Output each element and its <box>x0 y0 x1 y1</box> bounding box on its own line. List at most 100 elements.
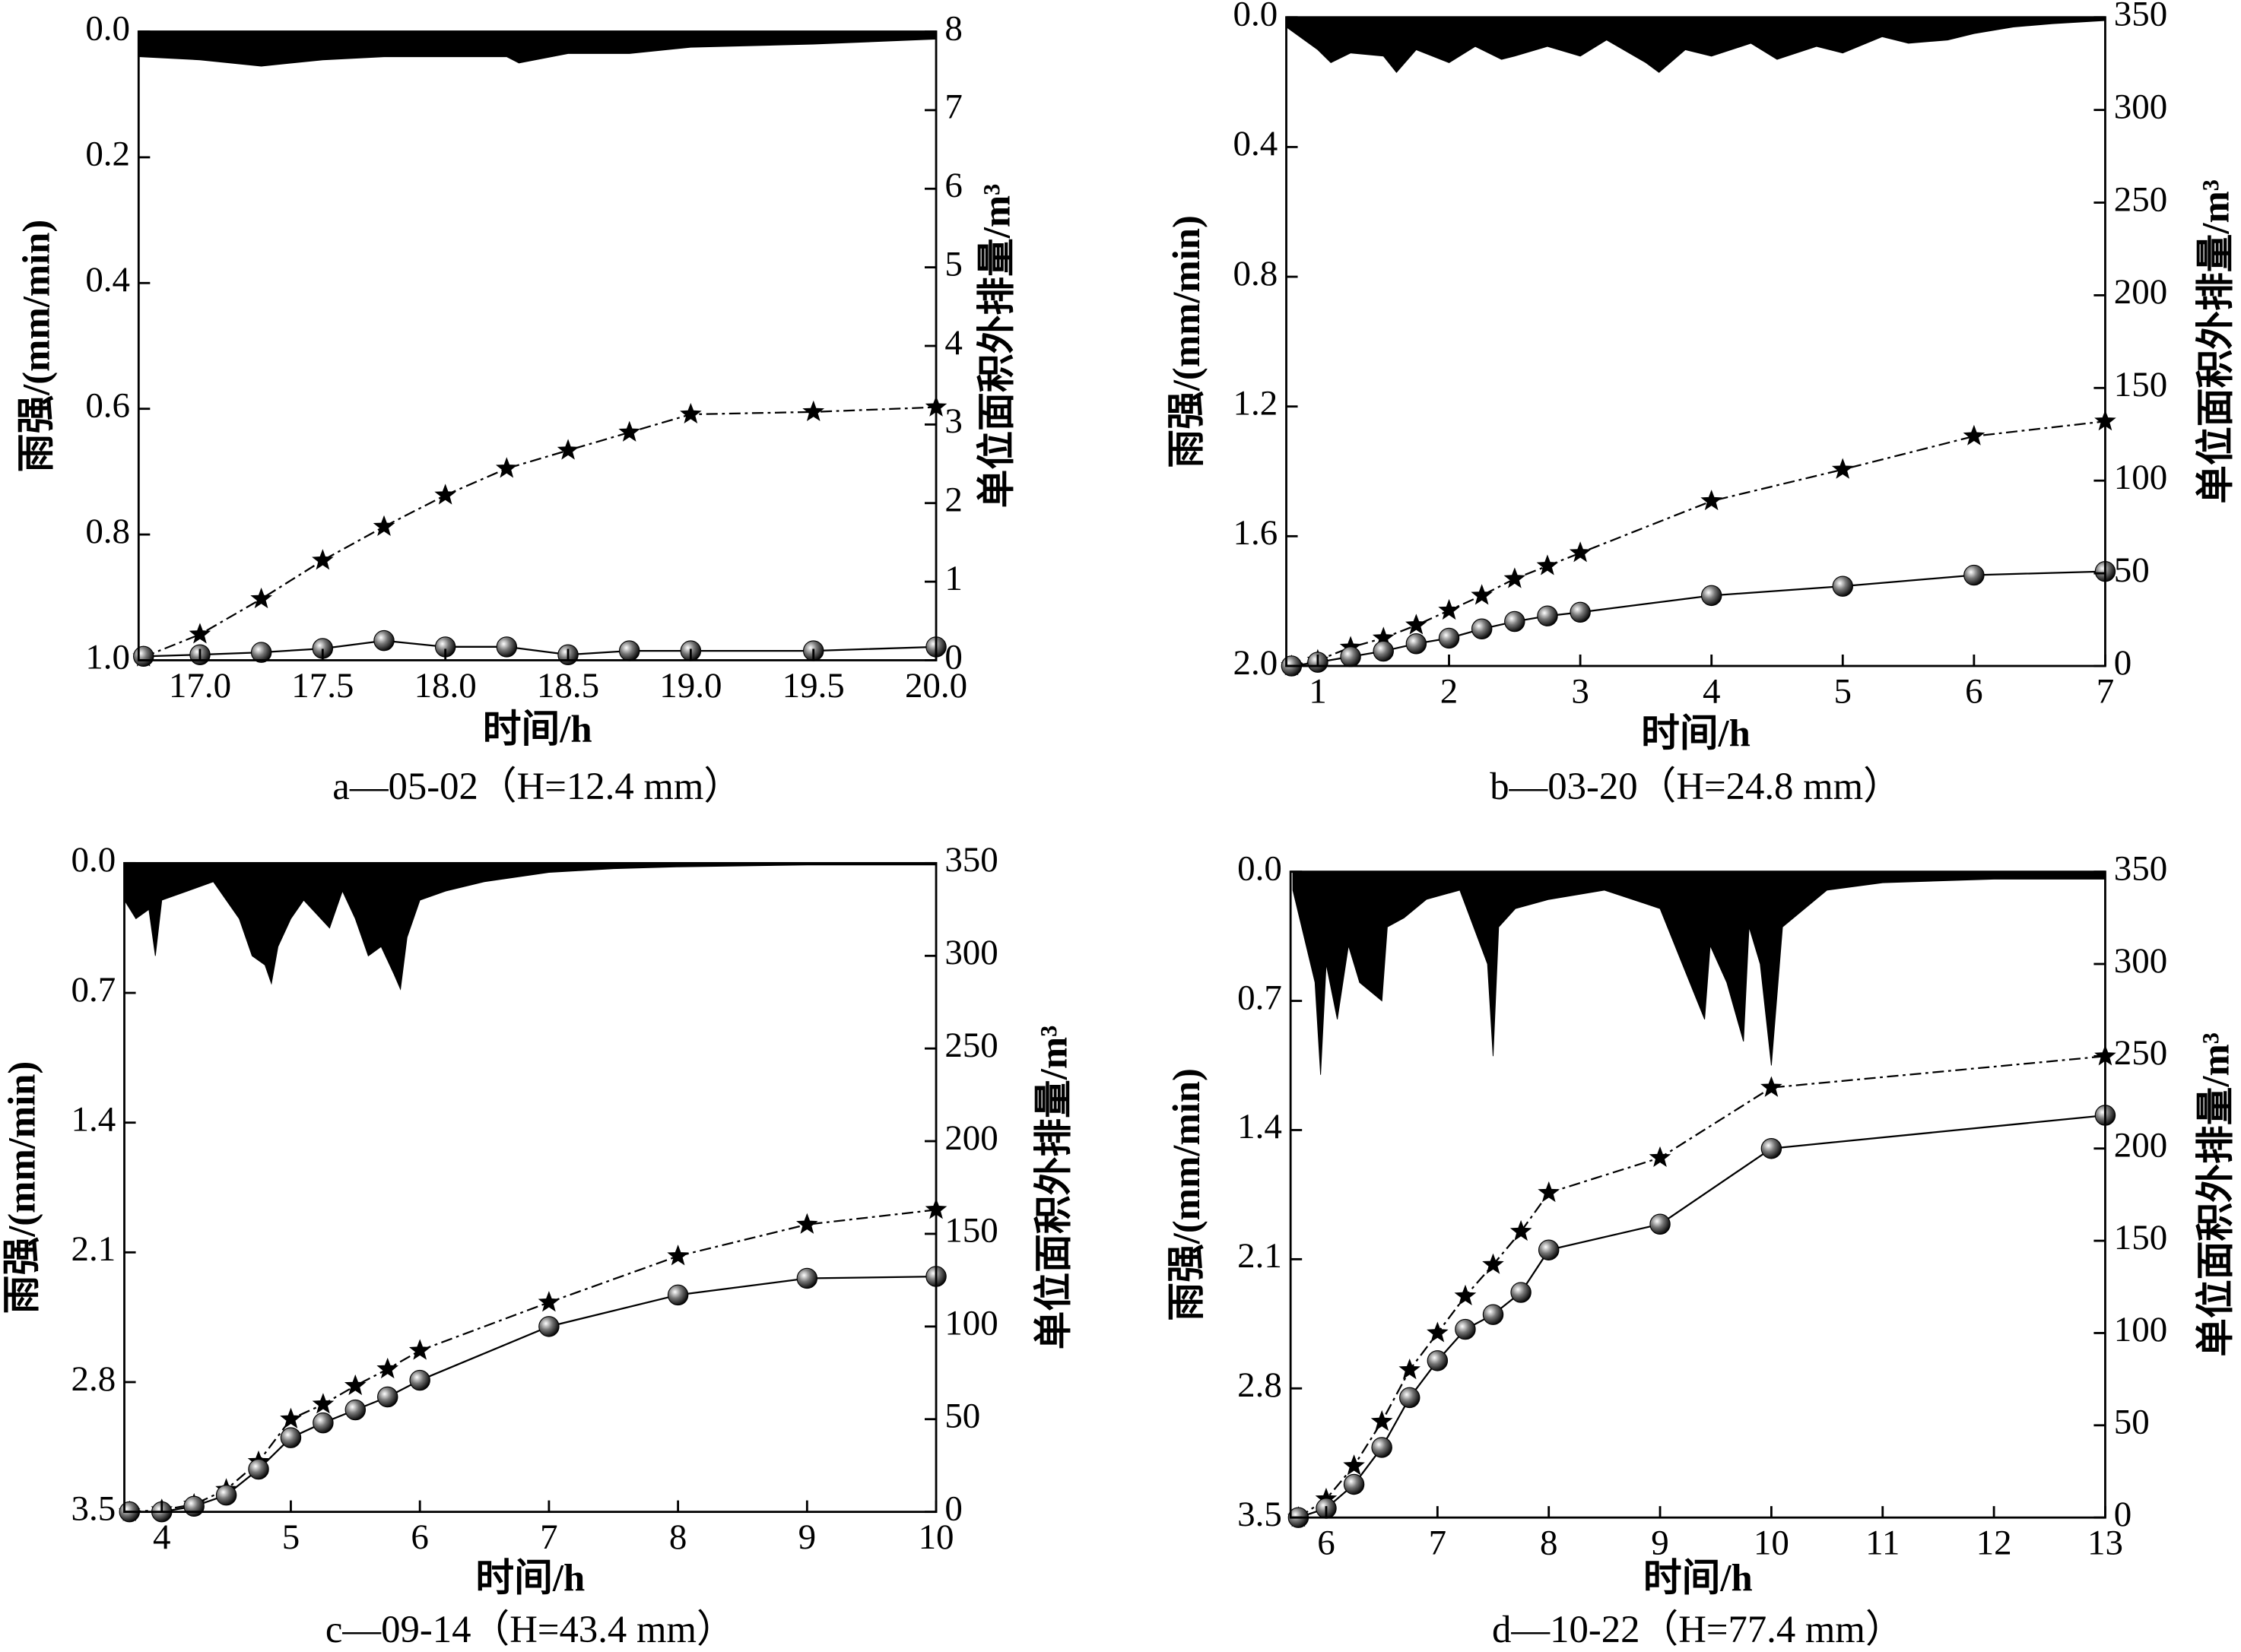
star-marker <box>796 1213 818 1234</box>
sphere-marker <box>1399 1387 1420 1409</box>
y-tick-label: 0.8 <box>85 512 130 551</box>
star-marker <box>1372 626 1395 648</box>
caption: a—05-02（H=12.4 mm） <box>332 765 742 807</box>
caption: c—09-14（H=43.4 mm） <box>325 1608 735 1650</box>
sphere-marker <box>1340 646 1361 667</box>
sphere-marker <box>1405 633 1427 655</box>
series-line <box>1291 420 2106 667</box>
sphere-marker <box>250 642 272 663</box>
sphere-marker <box>1570 601 1591 623</box>
y2-tick-label: 350 <box>2114 0 2167 34</box>
y2-tick-label: 6 <box>944 166 962 205</box>
y-tick-label: 0.0 <box>85 8 130 48</box>
star-marker <box>1405 614 1427 635</box>
sphere-marker <box>1373 640 1394 662</box>
y2-tick-label: 1 <box>944 559 962 598</box>
x-tick-label: 9 <box>1651 1524 1668 1563</box>
y-tick-label: 1.2 <box>1233 383 1278 423</box>
y-tick-label: 0.7 <box>71 970 116 1010</box>
y-axis-label: 雨强/(mm/min) <box>14 220 57 473</box>
y2-tick-label: 50 <box>944 1397 980 1436</box>
y2-tick-label: 8 <box>944 8 962 48</box>
sphere-marker <box>133 645 154 667</box>
y2-tick-label: 300 <box>2114 87 2167 126</box>
star-marker <box>1427 1321 1449 1343</box>
star-marker <box>1569 541 1592 563</box>
y2-tick-label: 150 <box>2114 1218 2167 1257</box>
y-tick-label: 2.1 <box>71 1229 116 1269</box>
caption: d—10-22（H=77.4 mm） <box>1492 1608 1904 1650</box>
sphere-marker <box>409 1369 430 1391</box>
sphere-marker <box>1482 1304 1504 1325</box>
plot-frame <box>1285 16 2106 667</box>
star-marker <box>680 402 702 424</box>
plot-frame <box>1289 870 2106 1519</box>
y2-tick-label: 300 <box>2114 941 2167 981</box>
x-tick-label: 8 <box>1540 1524 1557 1563</box>
sphere-marker <box>1832 576 1854 597</box>
y2-tick-label: 100 <box>944 1304 998 1343</box>
star-marker <box>1454 1284 1477 1306</box>
star-marker <box>1471 584 1493 605</box>
sphere-marker <box>1427 1350 1449 1371</box>
star-marker <box>557 439 579 460</box>
y-tick-label: 0.7 <box>1237 978 1282 1017</box>
x-tick-label: 7 <box>540 1517 557 1557</box>
y-axis-label: 雨强/(mm/min) <box>0 1061 43 1314</box>
x-tick-label: 18.0 <box>414 666 477 706</box>
y-tick-label: 0.2 <box>85 135 130 174</box>
sphere-marker <box>1760 1138 1782 1159</box>
caption: b—03-20（H=24.8 mm） <box>1490 765 1902 807</box>
x-tick-label: 10 <box>1754 1524 1789 1563</box>
sphere-marker <box>373 629 395 652</box>
star-marker <box>1760 1076 1782 1097</box>
y2-axis-label: 单位面积外排量/m³ <box>1032 1026 1074 1350</box>
y2-tick-label: 4 <box>944 323 962 363</box>
y2-tick-label: 250 <box>2114 179 2167 219</box>
y-tick-label: 2.8 <box>1237 1365 1282 1405</box>
y-tick-label: 0.0 <box>71 840 116 880</box>
y2-tick-label: 350 <box>2114 848 2167 888</box>
sphere-marker <box>248 1458 269 1480</box>
y2-tick-label: 0 <box>944 1489 962 1528</box>
y2-tick-label: 0 <box>2114 1495 2131 1534</box>
x-tick-label: 5 <box>282 1517 300 1557</box>
x-tick-label: 8 <box>669 1517 687 1557</box>
y-axis-label: 雨强/(mm/min) <box>1165 1068 1208 1321</box>
x-axis-label: 时间/h <box>475 1556 585 1599</box>
star-marker <box>538 1291 560 1312</box>
x-tick-label: 6 <box>411 1517 428 1557</box>
sphere-marker <box>1471 618 1493 639</box>
star-marker <box>1700 490 1722 511</box>
x-tick-label: 17.5 <box>291 666 354 706</box>
x-axis-label: 时间/h <box>483 708 592 750</box>
y2-axis-label: 单位面积外排量/m³ <box>2194 179 2236 504</box>
star-marker <box>667 1245 689 1266</box>
x-tick-label: 6 <box>1317 1524 1335 1563</box>
y2-tick-label: 50 <box>2114 550 2150 590</box>
y-tick-label: 1.4 <box>1237 1107 1282 1146</box>
star-marker <box>802 400 825 422</box>
star-marker <box>495 457 518 478</box>
y2-tick-label: 250 <box>944 1026 998 1065</box>
series-line <box>1297 1055 2106 1519</box>
sphere-marker <box>1343 1473 1365 1495</box>
x-axis-label: 时间/h <box>1641 712 1751 755</box>
y2-tick-label: 350 <box>944 840 998 880</box>
sphere-marker <box>1438 627 1460 649</box>
sphere-marker <box>1700 585 1722 607</box>
star-marker <box>189 623 211 644</box>
y-tick-label: 1.0 <box>85 637 130 677</box>
rain-area <box>138 31 937 67</box>
sphere-marker <box>377 1386 398 1408</box>
x-tick-label: 3 <box>1571 671 1589 711</box>
star-marker <box>344 1374 367 1396</box>
sphere-marker <box>1504 610 1525 633</box>
sphere-marker <box>1649 1213 1671 1235</box>
x-tick-label: 5 <box>1834 671 1852 711</box>
star-marker <box>1509 1219 1532 1241</box>
x-tick-label: 12 <box>1976 1524 2012 1563</box>
sphere-marker <box>1510 1282 1532 1303</box>
x-tick-label: 13 <box>2087 1524 2123 1563</box>
